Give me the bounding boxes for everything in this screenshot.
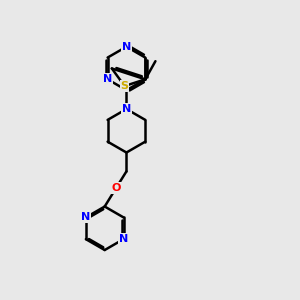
- Text: N: N: [103, 74, 112, 84]
- Text: N: N: [122, 104, 131, 114]
- Text: O: O: [112, 183, 121, 193]
- Text: N: N: [119, 234, 128, 244]
- Text: N: N: [122, 42, 131, 52]
- Text: S: S: [121, 81, 129, 91]
- Text: N: N: [81, 212, 91, 222]
